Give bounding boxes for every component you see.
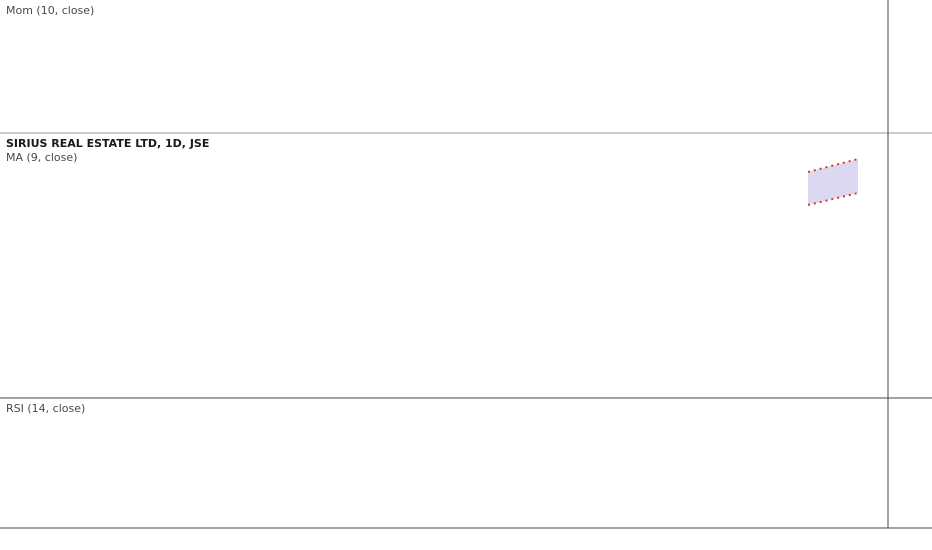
channel-drawing	[808, 159, 858, 205]
pane-legend: Mom (10, close)	[6, 4, 94, 17]
channel-edge	[807, 192, 859, 206]
channel-edge	[807, 158, 859, 173]
label-layer: Mom (10, close) SIRIUS REAL ESTATE LTD, …	[6, 4, 209, 415]
pane-legend: RSI (14, close)	[6, 402, 85, 415]
pane-legend: SIRIUS REAL ESTATE LTD, 1D, JSE	[6, 137, 209, 150]
pane-legend: MA (9, close)	[6, 151, 77, 164]
